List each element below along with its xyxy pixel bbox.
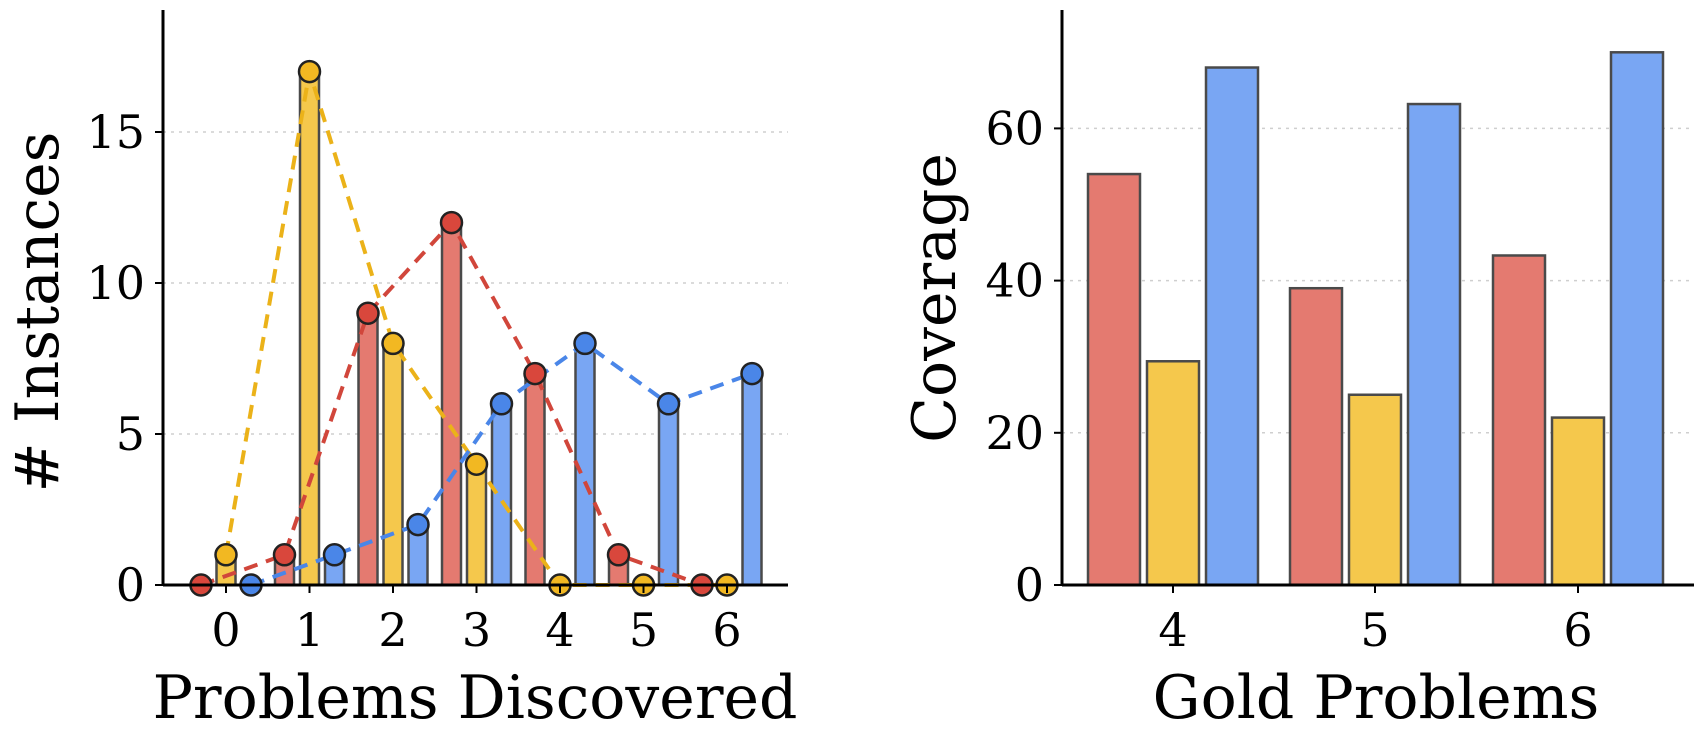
right-bar: [1347, 393, 1403, 587]
left-point: [740, 361, 764, 386]
right-bar: [1288, 286, 1344, 587]
left-point: [214, 543, 238, 567]
left-bar: [465, 462, 488, 587]
left-x-tick-label: 4: [545, 603, 574, 657]
left-x-tick-label: 6: [712, 603, 741, 657]
left-x-tick-label: 0: [211, 603, 240, 657]
left-point: [356, 301, 380, 325]
left-y-tick-label: 10: [86, 256, 145, 310]
left-y-tick-label: 0: [116, 558, 145, 612]
left-point: [297, 59, 322, 84]
right-x-tick-label: 5: [1360, 603, 1389, 657]
left-x-tick-label: 2: [378, 603, 407, 657]
left-point: [523, 361, 547, 386]
left-bar: [657, 402, 680, 587]
left-point: [489, 392, 514, 416]
right-bar: [1086, 172, 1142, 587]
left-x-tick-label: 1: [295, 603, 324, 657]
left-y-tick-label: 5: [116, 407, 145, 461]
left-point: [656, 392, 681, 416]
left-point: [606, 543, 631, 567]
right-bar: [1609, 51, 1665, 587]
left-axes: [155, 10, 788, 593]
right-x-axis-title: Gold Problems: [1153, 663, 1600, 733]
left-bar: [382, 342, 404, 587]
left-point: [573, 331, 597, 356]
right-bar: [1145, 360, 1201, 587]
left-grid: [163, 131, 788, 435]
left-bar: [524, 372, 546, 587]
coverage-chart: 0 20 40 60 4 5 6 Gold Problems Coverage: [900, 10, 1694, 733]
right-x-tick-label: 6: [1563, 603, 1592, 657]
left-y-axis-title: # Instances: [3, 132, 73, 493]
right-y-tick-label: 60: [985, 101, 1044, 155]
right-x-tick-label: 4: [1158, 603, 1187, 657]
right-axes: [1054, 10, 1694, 593]
left-point: [272, 543, 297, 567]
left-x-tick-label: 5: [629, 603, 658, 657]
left-bar: [440, 221, 463, 587]
right-bars: [1086, 51, 1665, 587]
right-bar: [1204, 66, 1260, 587]
right-bar: [1550, 416, 1606, 587]
right-y-axis-title: Coverage: [900, 153, 970, 443]
left-bar: [490, 402, 513, 587]
right-tick-labels: 0 20 40 60 4 5 6: [985, 101, 1592, 657]
left-point: [406, 512, 430, 537]
right-y-tick-label: 0: [1015, 558, 1044, 612]
right-bar: [1406, 102, 1462, 587]
right-y-tick-label: 40: [985, 254, 1044, 308]
right-bar: [1491, 254, 1547, 587]
right-y-tick-label: 20: [985, 406, 1044, 460]
left-y-tick-label: 15: [86, 105, 145, 159]
left-point: [464, 452, 489, 476]
left-point: [322, 543, 347, 567]
left-bar: [298, 70, 321, 587]
left-markers: [189, 59, 764, 597]
left-x-tick-label: 3: [462, 603, 491, 657]
left-point: [381, 331, 405, 356]
left-bars: [215, 70, 763, 587]
left-x-axis-title: Problems Discovered: [153, 663, 798, 733]
left-point: [439, 210, 464, 235]
left-bar: [741, 372, 763, 587]
